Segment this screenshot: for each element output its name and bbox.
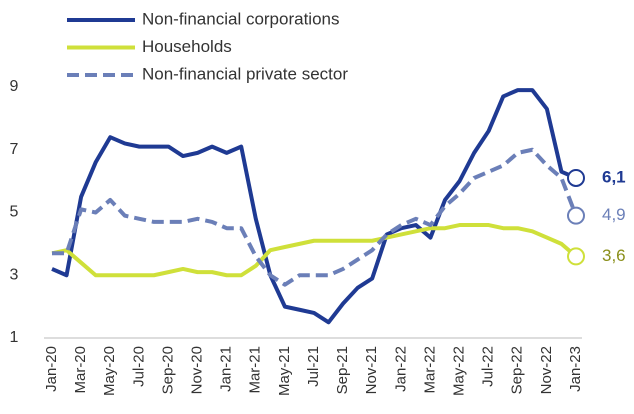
y-tick-label: 7 — [10, 141, 19, 158]
end-marker — [567, 206, 585, 225]
legend-label: Non-financial corporations — [142, 9, 340, 28]
series-line — [51, 223, 578, 278]
x-tick-label: Jul-20 — [130, 346, 147, 387]
x-tick-label: Jul-21 — [305, 346, 322, 387]
end-marker — [567, 247, 585, 266]
y-tick-label: 1 — [10, 329, 19, 346]
series-line — [52, 147, 578, 287]
y-tick-label: 3 — [10, 266, 19, 283]
x-tick-label: Sep-22 — [509, 346, 526, 394]
y-tick-label: 9 — [10, 78, 19, 95]
x-tick-label: Sep-20 — [159, 346, 176, 394]
series-line — [51, 88, 577, 325]
x-tick-label: Sep-21 — [334, 346, 351, 394]
data-label: 3,6 — [602, 246, 626, 265]
legend-label: Non-financial private sector — [142, 64, 348, 83]
x-tick-label: Jan-23 — [567, 346, 584, 392]
x-tick-label: May-20 — [101, 346, 118, 396]
data-label: 6,1 — [602, 167, 626, 186]
x-tick-label: Jan-21 — [218, 346, 235, 392]
x-tick-label: Jan-22 — [392, 346, 409, 392]
x-tick-label: Mar-21 — [247, 346, 264, 394]
y-tick-label: 5 — [10, 204, 19, 221]
legend-label: Households — [142, 37, 232, 56]
x-tick-label: Nov-22 — [538, 346, 555, 394]
data-label: 4,9 — [602, 205, 626, 224]
x-tick-label: Nov-21 — [363, 346, 380, 394]
x-tick-label: Jul-22 — [480, 346, 497, 387]
x-tick-label: May-22 — [451, 346, 468, 396]
x-tick-label: Nov-20 — [189, 346, 206, 394]
x-tick-label: Mar-20 — [72, 346, 89, 394]
x-tick-label: Mar-22 — [421, 346, 438, 394]
end-marker — [567, 168, 585, 187]
x-tick-label: Jan-20 — [43, 346, 60, 392]
x-tick-label: May-21 — [276, 346, 293, 396]
